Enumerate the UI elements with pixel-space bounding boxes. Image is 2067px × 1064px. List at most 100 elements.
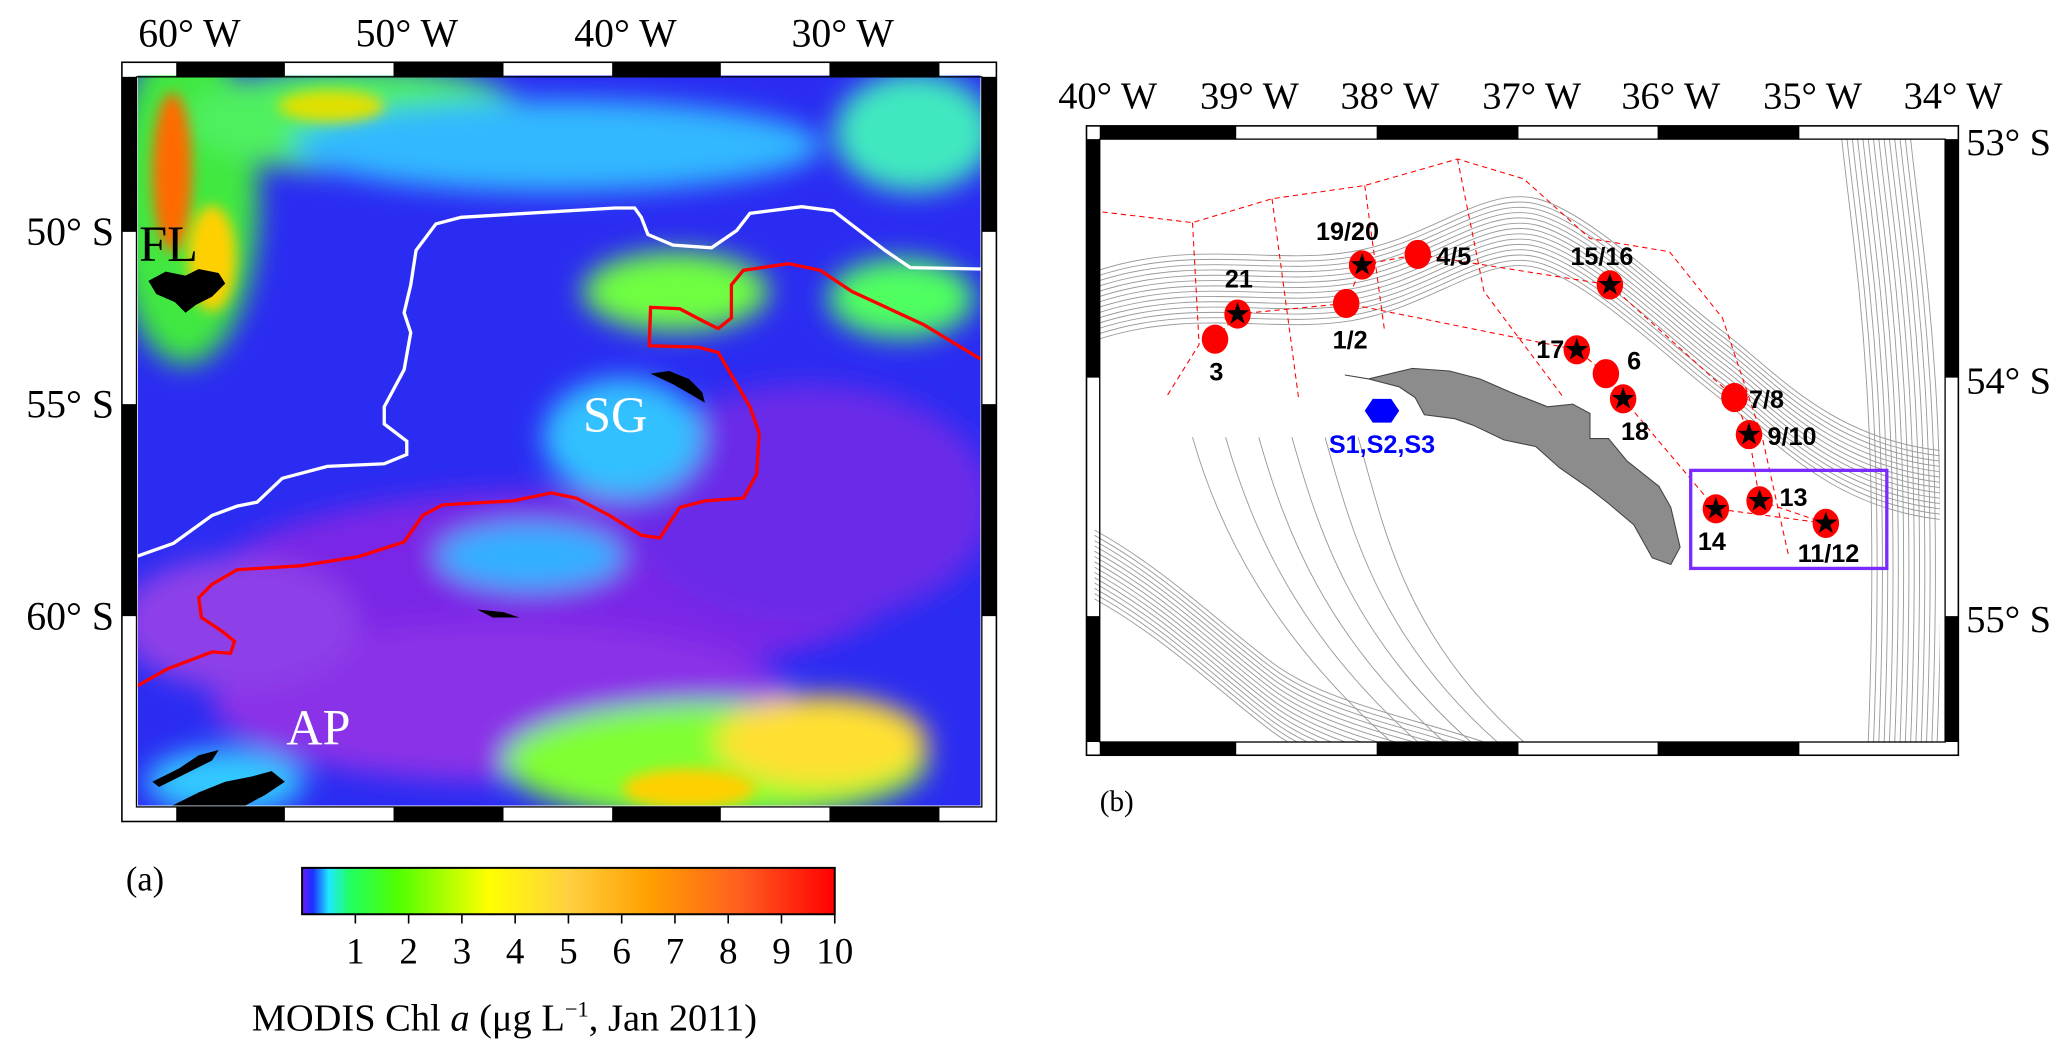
station-7-8: 7/8 bbox=[1721, 382, 1784, 414]
lat-label: 60° S bbox=[26, 594, 114, 638]
lat-label: 53° S bbox=[1966, 122, 2051, 164]
lat-label: 55° S bbox=[1966, 599, 2051, 641]
panel-a-axis-labels: 60° W 50° W 40° W 30° W 50° S 55° S 60° S bbox=[26, 11, 894, 638]
bathymetry-contour bbox=[1851, 139, 1883, 743]
region-label-ap: AP bbox=[286, 700, 350, 756]
bathymetry-contour bbox=[1910, 139, 1940, 743]
frame-tick-segment bbox=[176, 806, 285, 822]
station-dot bbox=[1201, 324, 1229, 354]
panel-b-map bbox=[1094, 139, 1940, 743]
ship-track bbox=[1417, 253, 1610, 286]
colorbar-tick-label: 3 bbox=[453, 931, 472, 972]
frame-tick-segment bbox=[1945, 616, 1959, 742]
falkland-islands bbox=[148, 268, 226, 313]
bathymetry-contour bbox=[1357, 437, 1525, 743]
region-label-fl: FL bbox=[139, 216, 198, 272]
bathymetry-contour bbox=[1094, 265, 1940, 520]
site-label: S1,S2,S3 bbox=[1329, 431, 1435, 459]
colorbar-title: MODIS Chl a (μg L−1, Jan 2011) bbox=[252, 996, 757, 1041]
frame-tick-segment bbox=[121, 404, 137, 617]
station-18: 18 bbox=[1609, 384, 1649, 446]
antarctic-peninsula bbox=[172, 771, 285, 806]
lon-label: 36° W bbox=[1621, 76, 1721, 118]
station-label: 18 bbox=[1621, 418, 1649, 446]
station-label: 7/8 bbox=[1749, 386, 1784, 414]
bathymetry-contour bbox=[1094, 222, 1940, 478]
bathymetry-contour bbox=[1094, 540, 1452, 743]
panel-b-letter: (b) bbox=[1100, 786, 1134, 818]
bathymetry-contour bbox=[1094, 571, 1347, 743]
bathymetry-contour bbox=[1894, 139, 1926, 743]
bathymetry-contour bbox=[1094, 598, 1289, 743]
colorbar-gradient bbox=[301, 866, 836, 916]
frame-tick-segment bbox=[612, 62, 721, 77]
bathymetry-contour bbox=[1867, 139, 1899, 743]
station-label: 3 bbox=[1209, 358, 1223, 386]
lat-label: 55° S bbox=[26, 382, 114, 426]
lat-label: 50° S bbox=[26, 210, 114, 254]
star-icon bbox=[1814, 511, 1838, 534]
station-label: 21 bbox=[1225, 266, 1253, 294]
station-dot bbox=[1332, 288, 1360, 318]
frame-tick-segment bbox=[121, 76, 137, 232]
frame-tick-segment bbox=[176, 62, 285, 77]
bathymetry-contour bbox=[1258, 437, 1445, 743]
ship-track bbox=[1102, 158, 1790, 557]
bathymetry-contour bbox=[1094, 534, 1470, 743]
star-icon bbox=[1611, 386, 1635, 409]
lon-label: 30° W bbox=[792, 11, 895, 55]
station-14: 14 bbox=[1698, 494, 1730, 556]
ship-track bbox=[1733, 397, 1750, 435]
lon-label: 35° W bbox=[1763, 76, 1863, 118]
colorbar-tick-label: 5 bbox=[559, 931, 578, 972]
bathymetry-contour bbox=[1862, 139, 1894, 743]
bathymetry-contour bbox=[1094, 238, 1940, 494]
bathymetry-contour bbox=[1225, 437, 1419, 743]
bathymetry-contour bbox=[1883, 139, 1915, 743]
station-label: 19/20 bbox=[1316, 218, 1379, 246]
station-19-20: 19/20 bbox=[1316, 218, 1379, 280]
panel-b-axis-labels: 40° W 39° W 38° W 37° W 36° W 35° W 34° W53° S… bbox=[1058, 76, 2051, 641]
frame-tick-segment bbox=[1945, 139, 1959, 378]
frame-tick-segment bbox=[612, 806, 721, 822]
bathymetry-contour bbox=[1094, 529, 1485, 743]
station-6: 6 bbox=[1592, 348, 1641, 389]
site-marker-hexagon bbox=[1364, 398, 1400, 423]
colorbar-title-text: MODIS Chl bbox=[251, 997, 451, 1040]
star-icon bbox=[1226, 302, 1249, 324]
star-icon bbox=[1737, 422, 1761, 445]
bathymetry-contour bbox=[1899, 139, 1931, 743]
station-label: 6 bbox=[1627, 348, 1641, 376]
frame-tick-segment bbox=[829, 806, 940, 822]
station-15-16: 15/16 bbox=[1570, 243, 1633, 300]
colorbar-title-suffix: , Jan 2011) bbox=[588, 997, 758, 1040]
panel-b-frame bbox=[1085, 125, 1960, 757]
bathymetry-contour bbox=[1291, 437, 1472, 743]
frame-tick-segment bbox=[1657, 742, 1800, 756]
bathymetry-contour bbox=[1192, 437, 1392, 743]
station-dot bbox=[1592, 359, 1620, 389]
lon-label: 40° W bbox=[1058, 76, 1158, 118]
station-4-5: 4/5 bbox=[1404, 239, 1471, 271]
colorbar-tick-label: 9 bbox=[772, 931, 791, 972]
frame-tick-segment bbox=[1657, 125, 1800, 140]
station-label: 15/16 bbox=[1570, 243, 1633, 271]
bathymetry-contour bbox=[1094, 243, 1940, 499]
colorbar-tick-label: 10 bbox=[816, 931, 853, 972]
station-9-10: 9/10 bbox=[1735, 420, 1817, 451]
colorbar-tick-label: 7 bbox=[666, 931, 685, 972]
red-front bbox=[137, 261, 981, 688]
frame-tick-segment bbox=[1086, 616, 1100, 742]
bathymetry-contour bbox=[1094, 577, 1333, 743]
bathymetry-contour bbox=[1094, 196, 1940, 451]
panel-a-frame bbox=[121, 61, 998, 823]
lon-label: 38° W bbox=[1340, 76, 1440, 118]
frame-inner-border bbox=[1099, 138, 1946, 743]
bathymetry-contour bbox=[1324, 437, 1498, 743]
ship-track bbox=[1346, 302, 1577, 351]
station-11-12: 11/12 bbox=[1798, 508, 1859, 568]
bathymetry-contour bbox=[1094, 228, 1940, 483]
bathymetry-contour bbox=[1094, 587, 1309, 743]
colorbar: 1 2 3 4 5 6 7 8 9 10 bbox=[301, 866, 853, 972]
south-georgia-island-small bbox=[650, 371, 705, 403]
